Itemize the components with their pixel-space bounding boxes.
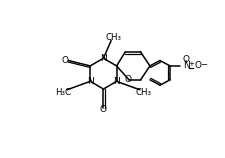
- Text: H₃C: H₃C: [55, 88, 71, 97]
- Text: O: O: [99, 105, 106, 114]
- Text: −: −: [199, 60, 206, 69]
- Text: N: N: [100, 54, 106, 63]
- Text: O: O: [194, 61, 200, 70]
- Text: CH₃: CH₃: [135, 88, 151, 97]
- Text: O: O: [124, 75, 131, 84]
- Text: N: N: [86, 77, 93, 86]
- Text: CH₃: CH₃: [105, 33, 121, 42]
- Text: O: O: [182, 55, 189, 64]
- Text: N: N: [182, 61, 189, 70]
- Text: N: N: [113, 77, 119, 86]
- Text: +: +: [187, 61, 193, 67]
- Text: O: O: [62, 56, 69, 65]
